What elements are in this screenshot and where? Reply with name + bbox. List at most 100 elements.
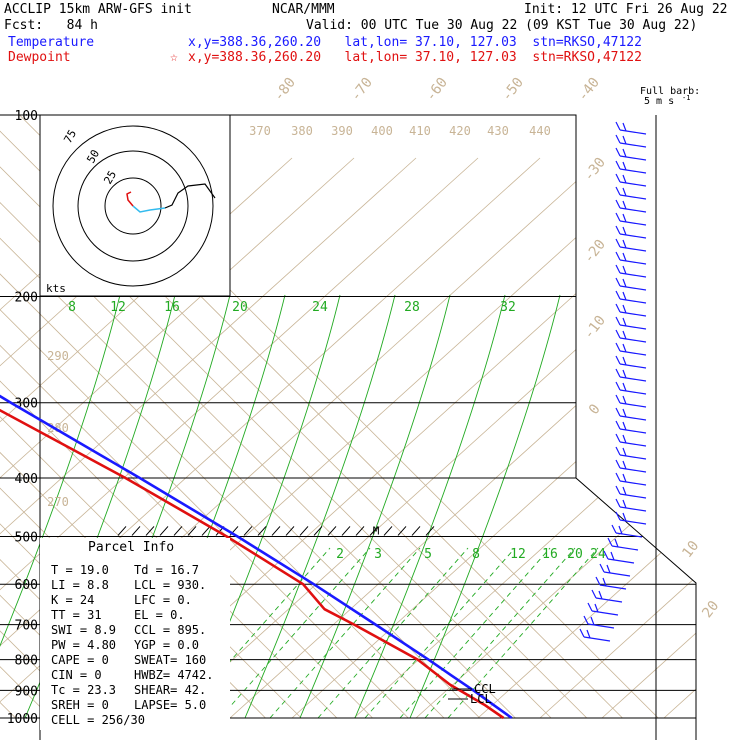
wind-barb-flag (622, 239, 627, 249)
wind-barb-flag (615, 121, 621, 131)
wind-barb-shaft (619, 415, 647, 421)
wind-barb-flag (622, 213, 627, 223)
parcel-info-left: K = 24 (51, 593, 94, 607)
wind-barb-flag (622, 356, 627, 366)
hatch-mark (117, 526, 127, 536)
wind-barb-shaft (619, 324, 647, 330)
wind-barb-shaft (619, 272, 647, 278)
wind-barb-flag (615, 303, 621, 313)
wind-barb-flag (615, 212, 621, 222)
wind-barb-shaft (619, 142, 647, 148)
pressure-tick-label: 200 (15, 291, 38, 306)
chart-frame (40, 114, 697, 740)
parcel-info-left: T = 19.0 (51, 563, 109, 577)
wind-barb-shaft (595, 597, 623, 603)
isotherm-line (0, 115, 516, 719)
wind-barb-shaft (619, 285, 647, 291)
wind-barb-flag (622, 395, 627, 405)
hatch-mark (271, 526, 281, 536)
parcel-info-right: EL = 0. (134, 608, 185, 622)
hatch-mark (299, 526, 309, 536)
moist-adiabat-line (244, 294, 396, 719)
hatch-mark (341, 526, 351, 536)
isotherm-label: 0 (586, 401, 604, 417)
theta-label: 410 (409, 124, 431, 138)
wind-barb-shaft (599, 584, 627, 590)
dry-adiabat-line (539, 157, 696, 719)
wind-barb-shaft (619, 376, 647, 382)
wind-barb-flag (622, 174, 627, 184)
wind-barb-flag (622, 421, 627, 431)
hatch-mark (397, 526, 407, 536)
wet-bulb-label: 12 (110, 300, 126, 315)
parcel-info-right: LFC = 0. (134, 593, 192, 607)
pressure-tick-label: 1000 (7, 712, 38, 727)
hatch-mark (243, 526, 253, 536)
hatch-mark (369, 526, 379, 536)
wind-barb-flag (615, 355, 621, 365)
hatch-mark (327, 526, 337, 536)
isotherm-label: -10 (581, 313, 609, 343)
wind-barb-flag (603, 550, 609, 560)
wind-barb-flag (615, 407, 621, 417)
wind-barb-flag (622, 343, 627, 353)
valid-time: Valid: 00 UTC Tue 30 Aug 22 (09 KST Tue … (306, 18, 698, 33)
wind-barb-flag (591, 589, 597, 599)
moist-adiabat-line (0, 294, 121, 719)
mixing-ratio-label: 20 (567, 547, 583, 562)
wind-barb-flag (622, 473, 627, 483)
isotherm-line (0, 115, 373, 719)
wind-barb-flag (615, 134, 621, 144)
wind-barb-flag (579, 628, 585, 638)
theta-label: 420 (449, 124, 471, 138)
isotherm-line (0, 115, 445, 719)
wind-barb-flag (615, 290, 621, 300)
wind-barb-flag (622, 291, 627, 301)
theta-label: 390 (331, 124, 353, 138)
wind-barb-shaft (619, 129, 647, 135)
wind-barb-flag (615, 316, 621, 326)
wind-barb-flag (622, 369, 627, 379)
isotherm-label: -40 (575, 75, 603, 105)
parcel-info-right: SWEAT= 160 (134, 653, 206, 667)
wind-barb-flag (622, 135, 627, 145)
wind-barb-flag (615, 160, 621, 170)
center-name: NCAR/MMM (272, 2, 335, 17)
hatch-mark (201, 526, 211, 536)
wind-barb-flag (586, 629, 591, 639)
parcel-info-left: CIN = 0 (51, 668, 102, 682)
wind-barb-shaft (619, 233, 647, 239)
lcl-label: LCL (470, 692, 492, 706)
star-icon: ☆ (170, 50, 178, 65)
mixing-ratio-label: 2 (336, 547, 344, 562)
forecast-hour: Fcst: 84 h (4, 18, 98, 33)
wind-barb-flag (622, 122, 627, 132)
isotherm-label: -50 (499, 75, 527, 105)
pressure-tick-label: 600 (15, 578, 38, 593)
wind-barb-flag (622, 434, 627, 444)
isotherm-label: -20 (581, 237, 609, 267)
wind-barb-flag (615, 433, 621, 443)
hatch-mark (145, 526, 155, 536)
parcel-info-right: CCL = 895. (134, 623, 206, 637)
wind-barb-flag (615, 420, 621, 430)
wind-barb-flag (583, 615, 589, 625)
mixing-ratio-line (269, 547, 421, 719)
hodograph-ring (52, 125, 214, 287)
wind-barb-flag (614, 538, 619, 548)
theta-label: 380 (291, 124, 313, 138)
hodograph-trace-low (132, 205, 166, 213)
wind-barb-shaft (619, 441, 647, 447)
hatch-mark (313, 526, 323, 536)
wind-barb-flag (622, 447, 627, 457)
wind-barb-flag (622, 226, 627, 236)
model-title: ACCLIP 15km ARW-GFS init (4, 2, 192, 17)
wind-barb-flag (622, 330, 627, 340)
wind-barb-shaft (619, 311, 647, 317)
temperature-legend: Temperature (8, 35, 95, 50)
wet-bulb-label: 16 (164, 300, 180, 315)
wind-barb-flag (611, 524, 617, 534)
wind-barb-flag (615, 251, 621, 261)
mixing-ratio-label: 3 (374, 547, 382, 562)
